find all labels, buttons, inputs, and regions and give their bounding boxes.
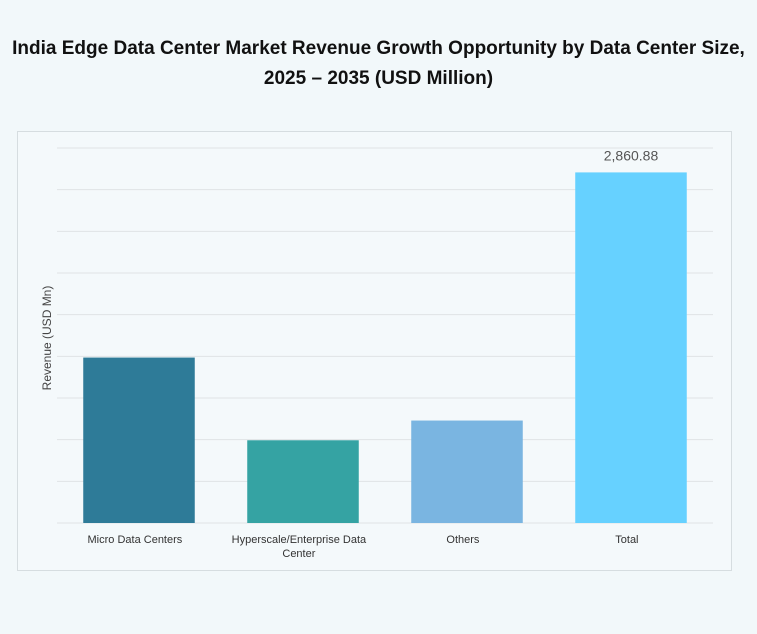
x-tick-label: Total	[615, 534, 639, 546]
chart-title: India Edge Data Center Market Revenue Gr…	[12, 38, 745, 89]
x-tick-label: Micro Data Centers	[87, 534, 183, 546]
bar	[247, 440, 359, 523]
bar	[411, 420, 523, 523]
bar	[83, 357, 195, 523]
x-tick-label: Hyperscale/Enterprise Data Center	[231, 534, 367, 560]
data-label: 2,860.88	[604, 147, 659, 163]
bar	[575, 172, 687, 523]
x-tick-label: Others	[446, 534, 480, 546]
y-axis-label: Revenue (USD Mn)	[40, 286, 54, 391]
